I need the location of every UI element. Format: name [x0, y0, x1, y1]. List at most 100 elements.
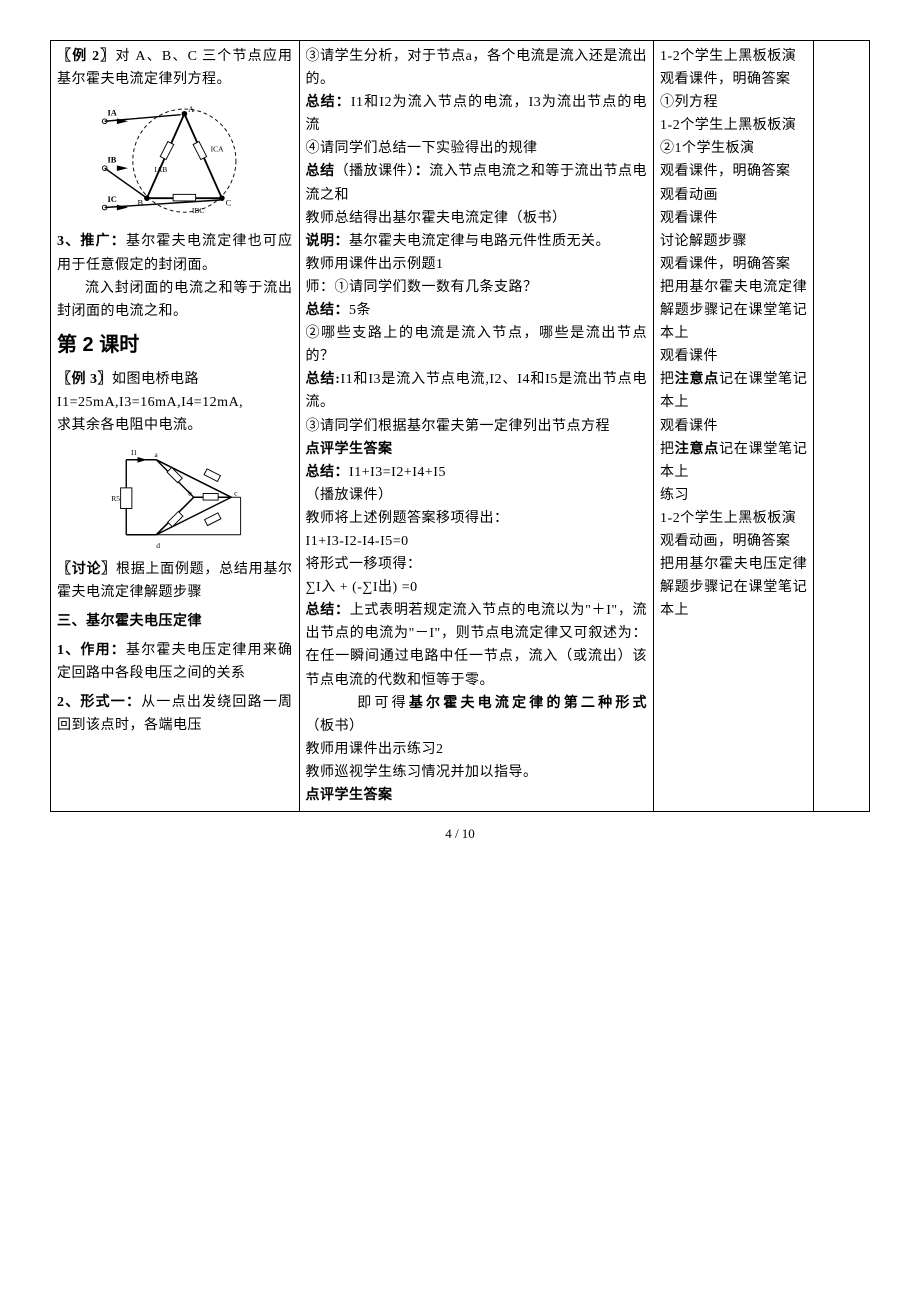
r-l15: 把注意点记在课堂笔记本上 [660, 438, 807, 484]
example-2: 〖例 2〗对 A、B、C 三个节点应用 基尔霍夫电流定律列方程。 [57, 45, 293, 91]
r-l11: 把用基尔霍夫电流定律解题步骤记在课堂笔记本上 [660, 276, 807, 345]
mid-p11-label: 总结： [306, 303, 350, 318]
mid-p21: ∑I入 + (-∑I出) =0 [306, 576, 647, 599]
svg-text:B: B [137, 198, 143, 208]
svg-text:b: b [188, 488, 192, 497]
voltage-form1-label: 2、形式一： [57, 695, 141, 710]
section-3-extend: 3、推广：基尔霍夫电流定律也可应用于任意假定的封闭面。 [57, 230, 293, 276]
r-l02: 观看课件，明确答案 [660, 68, 807, 91]
r-l18: 观看动画，明确答案 [660, 530, 807, 553]
example-3-given2: 求其余各电阻中电流。 [57, 414, 293, 437]
column-middle: ③请学生分析，对于节点a，各个电流是流入还是流出的。 总结：I1和I2为流入节点… [299, 41, 653, 812]
bridge-circuit-diagram: I1 d a b c R5 [100, 441, 250, 554]
mid-p09: 教师用课件出示例题1 [306, 253, 647, 276]
mid-p06-paren: （播放课件） [335, 164, 415, 179]
r-l15-bold: 注意点 [675, 442, 719, 457]
mid-p13: 总结:I1和I3是流入节点电流,I2、I4和I5是流出节点电流。 [306, 368, 647, 414]
svg-text:ICA: ICA [210, 144, 224, 153]
section-voltage-title: 三、基尔霍夫电压定律 [57, 610, 293, 633]
svg-text:C: C [225, 198, 231, 208]
svg-text:c: c [234, 488, 238, 497]
mid-p08: 说明：基尔霍夫电流定律与电路元件性质无关。 [306, 230, 647, 253]
r-l13-pre: 把 [660, 372, 675, 387]
mid-p19: I1+I3-I2-I4-I5=0 [306, 530, 647, 553]
mid-p26: 点评学生答案 [306, 784, 647, 807]
svg-text:IC: IC [107, 194, 116, 204]
r-l19: 把用基尔霍夫电压定律解题步骤记在课堂笔记本上 [660, 553, 807, 622]
mid-p22: 总结：上式表明若规定流入节点的电流以为"＋I"，流出节点的电流为"－I"，则节点… [306, 599, 647, 691]
mid-p23-post: （板书） [306, 719, 364, 734]
triangle-circuit-diagram: IA IB IC ICA IAB IBC A B C [100, 95, 250, 226]
mid-p13-label: 总结: [306, 372, 341, 387]
r-l06: 观看课件，明确答案 [660, 160, 807, 183]
mid-p04-label: 总结： [306, 95, 351, 110]
r-l15-pre: 把 [660, 442, 675, 457]
page-footer: 4 / 10 [50, 826, 870, 842]
svg-text:A: A [188, 104, 195, 114]
mid-p03: ③请学生分析，对于节点a，各个电流是流入还是流出的。 [306, 45, 647, 91]
r-l13-bold: 注意点 [675, 372, 719, 387]
r-l14: 观看课件 [660, 415, 807, 438]
mid-p06-colon: ： [415, 164, 430, 179]
mid-p24: 教师用课件出示练习2 [306, 738, 647, 761]
mid-p11: 总结：5条 [306, 299, 647, 322]
mid-p06-label: 总结 [306, 164, 335, 179]
r-l09: 讨论解题步骤 [660, 230, 807, 253]
svg-text:IB: IB [107, 155, 116, 165]
mid-p22-label: 总结： [306, 603, 350, 618]
discussion: 〖讨论〗根据上面例题，总结用基尔霍夫电流定律解题步骤 [57, 558, 293, 604]
mid-p17: （播放课件） [306, 484, 647, 507]
mid-p23-pre: 即可得 [357, 696, 409, 711]
svg-text:IAB: IAB [154, 165, 167, 174]
r-l17: 1-2个学生上黑板板演 [660, 507, 807, 530]
mid-p16: 总结：I1+I3=I2+I4+I5 [306, 461, 647, 484]
example-3-given1: I1=25mA,I3=16mA,I4=12mA, [57, 391, 293, 414]
r-l16: 练习 [660, 484, 807, 507]
svg-text:d: d [156, 541, 160, 550]
column-right: 1-2个学生上黑板板演 观看课件，明确答案 ①列方程 1-2个学生上黑板板演 ②… [654, 41, 814, 812]
mid-p08-body: 基尔霍夫电流定律与电路元件性质无关。 [349, 234, 610, 249]
mid-p16-label: 总结： [306, 465, 350, 480]
voltage-form1: 2、形式一：从一点出发绕回路一周回到该点时，各端电压 [57, 691, 293, 737]
r-l13: 把注意点记在课堂笔记本上 [660, 368, 807, 414]
example-3-title: 〖例 3〗 [57, 372, 112, 387]
r-l01: 1-2个学生上黑板板演 [660, 45, 807, 68]
svg-text:a: a [154, 450, 158, 459]
section-3-p2: 流入封闭面的电流之和等于流出封闭面的电流之和。 [57, 277, 293, 323]
mid-p05: ④请同学们总结一下实验得出的规律 [306, 137, 647, 160]
r-l04: 1-2个学生上黑板板演 [660, 114, 807, 137]
mid-p08-label: 说明： [306, 234, 350, 249]
voltage-role-label: 1、作用： [57, 643, 126, 658]
page-container: 〖例 2〗对 A、B、C 三个节点应用 基尔霍夫电流定律列方程。 IA IB I… [0, 0, 920, 872]
r-l07: 观看动画 [660, 184, 807, 207]
mid-p23-bold: 基尔霍夫电流定律的第二种形式 [409, 696, 647, 711]
mid-p18: 教师将上述例题答案移项得出： [306, 507, 647, 530]
mid-p06: 总结（播放课件）：流入节点电流之和等于流出节点电流之和 [306, 160, 647, 206]
svg-text:IA: IA [107, 108, 117, 118]
mid-p14: ③请同学们根据基尔霍夫第一定律列出节点方程 [306, 415, 647, 438]
r-l03: ①列方程 [660, 91, 807, 114]
mid-p04: 总结：I1和I2为流入节点的电流，I3为流出节点的电流 [306, 91, 647, 137]
mid-p22-body: 上式表明若规定流入节点的电流以为"＋I"，流出节点的电流为"－I"，则节点电流定… [306, 603, 647, 687]
mid-p12: ②哪些支路上的电流是流入节点，哪些是流出节点的？ [306, 322, 647, 368]
mid-p07: 教师总结得出基尔霍夫电流定律（板书） [306, 207, 647, 230]
discussion-title: 〖讨论〗 [57, 562, 116, 577]
voltage-role: 1、作用：基尔霍夫电压定律用来确定回路中各段电压之间的关系 [57, 639, 293, 685]
mid-p10: 师：①请同学们数一数有几条支路？ [306, 276, 647, 299]
r-l08: 观看课件 [660, 207, 807, 230]
content-table: 〖例 2〗对 A、B、C 三个节点应用 基尔霍夫电流定律列方程。 IA IB I… [50, 40, 870, 812]
r-l05: ②1个学生板演 [660, 137, 807, 160]
example-3-body: 如图电桥电路 [112, 372, 199, 387]
lesson-2-heading: 第 2 课时 [57, 329, 293, 362]
svg-text:IBC: IBC [192, 206, 205, 215]
mid-p04-body: I1和I2为流入节点的电流，I3为流出节点的电流 [306, 95, 647, 133]
svg-text:R5: R5 [111, 494, 120, 503]
column-left: 〖例 2〗对 A、B、C 三个节点应用 基尔霍夫电流定律列方程。 IA IB I… [51, 41, 300, 812]
mid-p15: 点评学生答案 [306, 438, 647, 461]
example-3: 〖例 3〗如图电桥电路 [57, 368, 293, 391]
mid-p23: 即可得基尔霍夫电流定律的第二种形式 （板书） [306, 692, 647, 738]
mid-p20: 将形式一移项得： [306, 553, 647, 576]
r-l12: 观看课件 [660, 345, 807, 368]
column-far-right [814, 41, 870, 812]
section-3-label: 3、推广： [57, 234, 126, 249]
